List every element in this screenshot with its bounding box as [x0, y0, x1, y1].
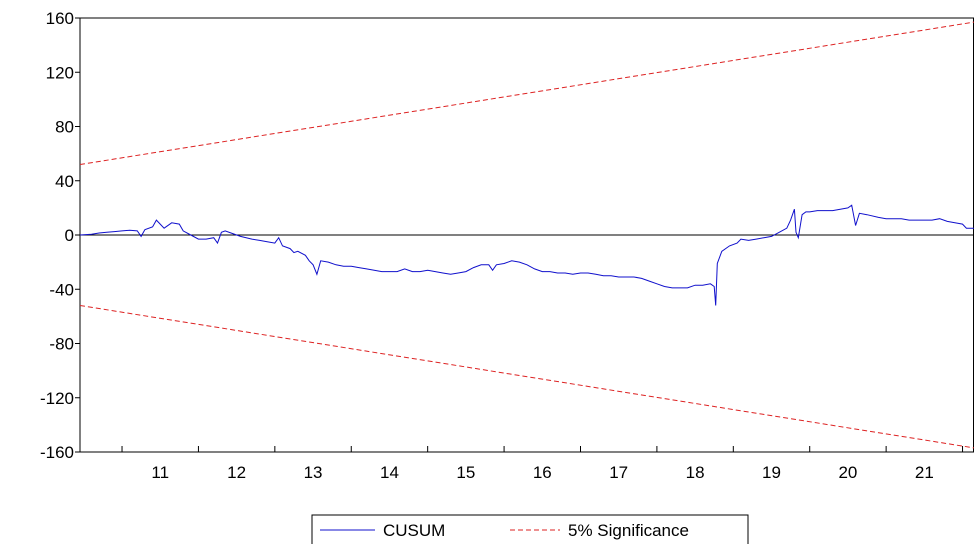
x-tick-label: 14 — [380, 463, 399, 482]
y-tick-label: 160 — [46, 9, 74, 28]
legend: CUSUM 5% Significance — [311, 514, 749, 544]
x-axis: 111213141516171819202122 — [121, 446, 964, 482]
legend-entry-label: CUSUM — [383, 521, 445, 540]
y-tick-label: -160 — [40, 443, 74, 462]
x-tick-label: 16 — [533, 463, 552, 482]
legend-entry-label: 5% Significance — [568, 521, 689, 540]
x-tick-label: 20 — [838, 463, 857, 482]
x-tick-label: 11 — [151, 463, 169, 482]
x-tick-label: 19 — [762, 463, 781, 482]
y-tick-label: 40 — [55, 172, 74, 191]
y-tick-label: -120 — [40, 389, 74, 408]
lower-significance-line — [79, 305, 974, 449]
upper-significance-line — [79, 21, 974, 165]
x-tick-label: 12 — [227, 463, 246, 482]
y-axis: 160 120 80 40 0 -40 -80 -120 -160 — [40, 9, 974, 462]
y-tick-label: 120 — [46, 63, 74, 82]
x-tick-label: 15 — [456, 463, 475, 482]
y-tick-label: -80 — [49, 335, 74, 354]
x-tick-label: 18 — [686, 463, 705, 482]
y-tick-label: -40 — [49, 280, 74, 299]
series-layer — [79, 21, 974, 449]
cusum-line — [79, 204, 974, 306]
x-tick-label: 13 — [304, 463, 323, 482]
x-tick-label: 17 — [609, 463, 628, 482]
y-tick-label: 0 — [65, 226, 74, 245]
x-tick-label: 21 — [915, 463, 934, 482]
y-tick-label: 80 — [55, 118, 74, 137]
